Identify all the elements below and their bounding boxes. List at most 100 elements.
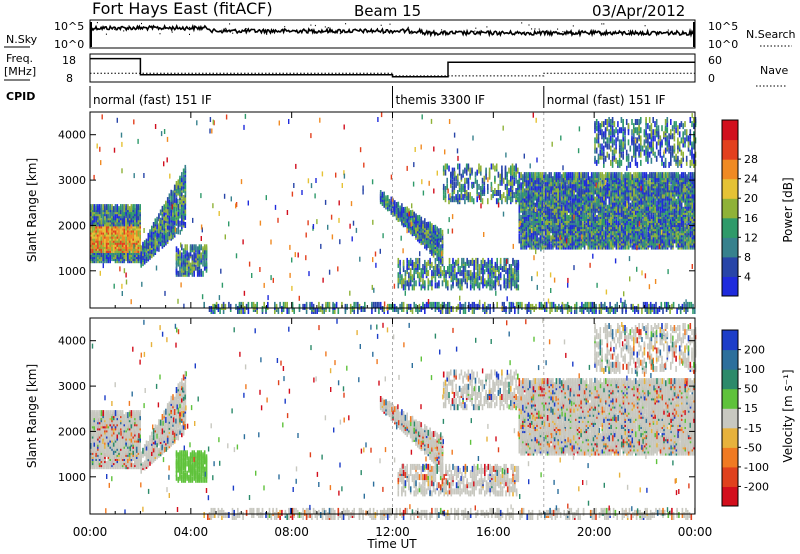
echo-cell: [646, 172, 648, 178]
echo-cell: [633, 172, 635, 178]
echo-cell: [140, 245, 142, 251]
echo-cell: [477, 268, 479, 274]
echo-cell: [398, 272, 400, 278]
echo-cell: [516, 276, 518, 282]
echo-cell: [624, 172, 626, 178]
echo-cell: [512, 258, 514, 264]
echo-cell: [401, 203, 403, 209]
echo-cell: [570, 172, 572, 178]
echo-cell: [672, 172, 674, 178]
echo-cell: [647, 174, 649, 180]
echo-cell: [478, 164, 480, 170]
echo-cell: [677, 172, 679, 178]
freq-label-1: Freq.: [6, 52, 33, 65]
echo-cell: [431, 223, 433, 229]
echo-cell: [681, 227, 683, 233]
echo-cell: [120, 204, 122, 210]
noise-left-label: N.Sky: [6, 33, 38, 46]
echo-cell: [94, 204, 96, 210]
echo-cell: [556, 172, 558, 178]
echo-cell: [649, 215, 651, 221]
echo-cell: [594, 197, 596, 203]
power-panel: 1000200030004000 Slant Range [km] 481216…: [25, 112, 795, 314]
echo-cell: [487, 184, 489, 190]
echo-cell: [649, 172, 651, 178]
echo-cell: [451, 264, 453, 270]
echo-cell: [628, 172, 630, 178]
echo-cell: [538, 203, 540, 209]
echo-cell: [422, 264, 424, 270]
echo-cell: [102, 204, 104, 210]
echo-cell: [461, 184, 463, 190]
echo-cell: [413, 262, 415, 268]
echo-cell: [640, 172, 642, 178]
echo-cell: [428, 270, 430, 276]
echo-cell: [450, 172, 452, 178]
cpid-segment: normal (fast) 151 IF: [93, 93, 212, 107]
echo-cell: [498, 172, 500, 178]
echo-cell: [517, 168, 519, 174]
echo-cell: [204, 244, 206, 250]
echo-cell: [183, 169, 185, 175]
echo-cell: [200, 269, 202, 275]
echo-cell: [136, 204, 138, 210]
echo-cell: [179, 250, 181, 256]
echo-cell: [518, 270, 520, 276]
echo-cell: [413, 268, 415, 274]
echo-cell: [447, 266, 449, 272]
echo-cell: [515, 164, 517, 170]
echo-cell: [623, 174, 625, 180]
echo-cell: [520, 182, 522, 188]
echo-cell: [406, 280, 408, 286]
echo-cell: [101, 204, 103, 210]
echo-cell: [383, 192, 385, 198]
echo-cell: [433, 225, 435, 231]
echo-cell: [459, 164, 461, 170]
echo-cell: [488, 268, 490, 274]
echo-cell: [125, 218, 127, 224]
echo-cell: [557, 172, 559, 178]
echo-cell: [410, 268, 412, 274]
echo-cell: [514, 260, 516, 266]
echo-cell: [192, 255, 194, 261]
echo-cell: [446, 178, 448, 184]
echo-cell: [176, 212, 178, 218]
echo-cell: [435, 276, 437, 282]
echo-cell: [527, 172, 529, 178]
echo-cell: [471, 196, 473, 202]
echo-cell: [97, 204, 99, 210]
noise-left-tick-top: 10^5: [54, 20, 84, 33]
noise-right-tick-top: 10^5: [708, 20, 738, 33]
echo-cell: [607, 221, 609, 227]
echo-cell: [410, 258, 412, 264]
echo-cell: [517, 196, 519, 202]
echo-cell: [162, 233, 164, 239]
echo-cell: [549, 172, 551, 178]
echo-cell: [573, 172, 575, 178]
echo-cell: [647, 231, 649, 237]
echo-cell: [438, 262, 440, 268]
echo-cell: [125, 204, 127, 210]
echo-cell: [117, 204, 119, 210]
echo-cell: [481, 276, 483, 282]
echo-cell: [509, 264, 511, 270]
echo-cell: [197, 261, 199, 267]
echo-cell: [415, 213, 417, 219]
echo-cell: [406, 258, 408, 264]
echo-cell: [452, 266, 454, 272]
echo-cell: [144, 259, 146, 265]
echo-cell: [511, 264, 513, 270]
echo-cell: [520, 172, 522, 178]
echo-cell: [92, 204, 94, 210]
echo-cell: [644, 172, 646, 178]
echo-cell: [637, 172, 639, 178]
echo-cell: [421, 268, 423, 274]
echo-cell: [630, 172, 632, 178]
echo-cell: [602, 172, 604, 178]
echo-cell: [512, 164, 514, 170]
echo-cell: [519, 172, 521, 178]
echo-cell: [491, 284, 493, 290]
freq-tick-top: 18: [62, 54, 76, 67]
echo-cell: [526, 231, 528, 237]
echo-cell: [465, 272, 467, 278]
